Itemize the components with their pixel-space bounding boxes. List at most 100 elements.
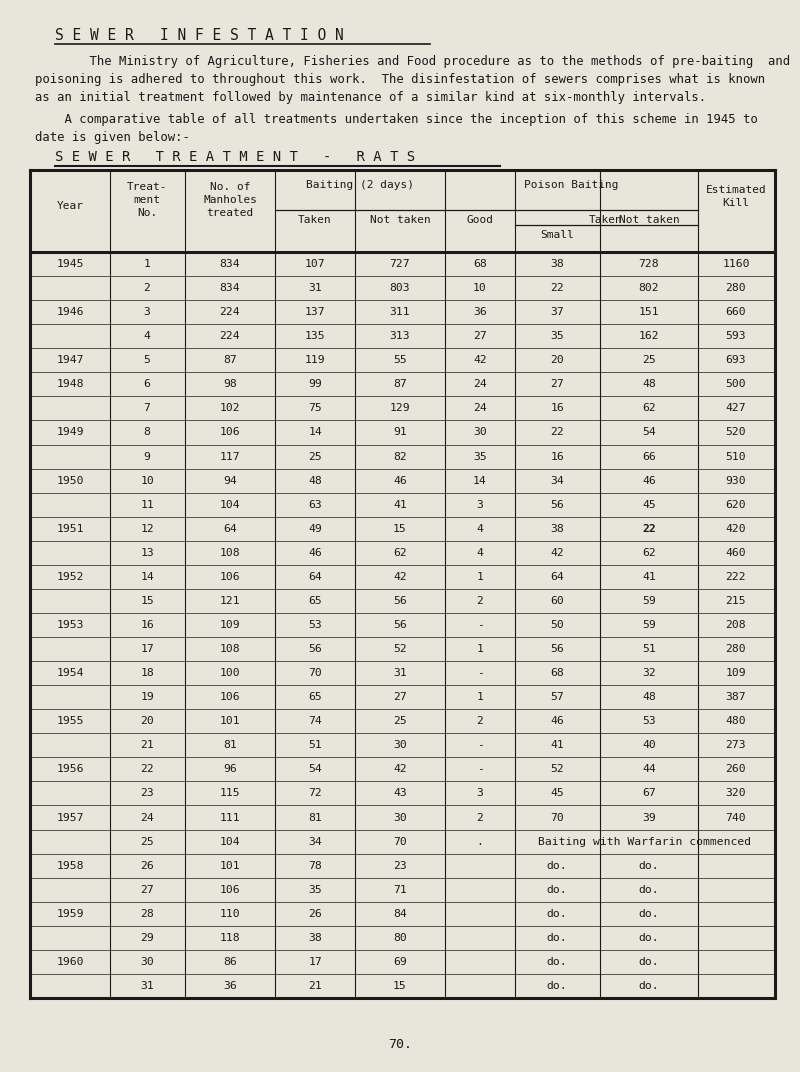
Text: 71: 71 [393, 884, 407, 895]
Text: 25: 25 [140, 836, 154, 847]
Text: 104: 104 [220, 836, 240, 847]
Text: 51: 51 [308, 741, 322, 750]
Text: 1950: 1950 [56, 476, 84, 486]
Text: Treat-: Treat- [126, 182, 167, 192]
Text: 137: 137 [305, 308, 326, 317]
Text: Estimated: Estimated [706, 185, 766, 195]
Text: 4: 4 [477, 548, 483, 557]
Text: 48: 48 [642, 693, 656, 702]
Text: 54: 54 [308, 764, 322, 774]
Text: 99: 99 [308, 379, 322, 389]
Text: 62: 62 [642, 403, 656, 414]
Text: do.: do. [638, 981, 659, 991]
Text: 78: 78 [308, 861, 322, 870]
Text: 3: 3 [477, 500, 483, 509]
Text: ment: ment [134, 195, 161, 205]
Text: 460: 460 [726, 548, 746, 557]
Text: 110: 110 [220, 909, 240, 919]
Text: 313: 313 [390, 331, 410, 341]
Text: 18: 18 [140, 668, 154, 679]
Text: 16: 16 [140, 620, 154, 630]
Text: 26: 26 [308, 909, 322, 919]
Text: 834: 834 [220, 283, 240, 293]
Text: 45: 45 [550, 788, 564, 799]
Text: Not taken: Not taken [370, 215, 430, 225]
Text: 1952: 1952 [56, 571, 84, 582]
Text: Poison Baiting: Poison Baiting [524, 180, 618, 190]
Text: Year: Year [57, 202, 83, 211]
Text: Kill: Kill [722, 198, 750, 208]
Text: 27: 27 [393, 693, 407, 702]
Text: 108: 108 [220, 644, 240, 654]
Text: 1960: 1960 [56, 957, 84, 967]
Text: 65: 65 [308, 596, 322, 606]
Text: 208: 208 [726, 620, 746, 630]
Text: 24: 24 [473, 379, 487, 389]
Text: 25: 25 [308, 451, 322, 462]
Text: 17: 17 [308, 957, 322, 967]
Text: 693: 693 [726, 355, 746, 366]
Text: 427: 427 [726, 403, 746, 414]
Text: do.: do. [546, 957, 567, 967]
Text: 14: 14 [473, 476, 487, 486]
Text: 42: 42 [393, 571, 407, 582]
Text: poisoning is adhered to throughout this work.  The disinfestation of sewers comp: poisoning is adhered to throughout this … [35, 73, 765, 86]
Text: 135: 135 [305, 331, 326, 341]
Text: 20: 20 [140, 716, 154, 726]
Text: 104: 104 [220, 500, 240, 509]
Text: 1953: 1953 [56, 620, 84, 630]
Text: 27: 27 [140, 884, 154, 895]
Text: 129: 129 [390, 403, 410, 414]
Text: 82: 82 [393, 451, 407, 462]
Text: 65: 65 [308, 693, 322, 702]
Text: 63: 63 [308, 500, 322, 509]
Text: -: - [477, 668, 483, 679]
Text: 48: 48 [642, 379, 656, 389]
Text: 28: 28 [140, 909, 154, 919]
Text: 620: 620 [726, 500, 746, 509]
Text: 22: 22 [140, 764, 154, 774]
Text: 56: 56 [550, 500, 564, 509]
Text: 2: 2 [477, 716, 483, 726]
Text: 44: 44 [642, 764, 656, 774]
Text: 40: 40 [642, 741, 656, 750]
Text: 106: 106 [220, 884, 240, 895]
Text: 21: 21 [140, 741, 154, 750]
Text: 74: 74 [308, 716, 322, 726]
Text: 121: 121 [220, 596, 240, 606]
Text: 5: 5 [143, 355, 150, 366]
Text: -: - [477, 620, 483, 630]
Text: 1: 1 [477, 644, 483, 654]
Text: 56: 56 [393, 620, 407, 630]
Text: 59: 59 [642, 596, 656, 606]
Text: 32: 32 [642, 668, 656, 679]
Text: 86: 86 [223, 957, 237, 967]
Text: 70: 70 [308, 668, 322, 679]
Text: No. of: No. of [210, 182, 250, 192]
Text: 22: 22 [642, 524, 656, 534]
Text: 38: 38 [308, 933, 322, 943]
Text: 31: 31 [393, 668, 407, 679]
Text: 1: 1 [477, 693, 483, 702]
Text: 1955: 1955 [56, 716, 84, 726]
Text: 101: 101 [220, 861, 240, 870]
Text: 91: 91 [393, 428, 407, 437]
Text: 1958: 1958 [56, 861, 84, 870]
Text: 802: 802 [638, 283, 659, 293]
Text: 26: 26 [140, 861, 154, 870]
Text: 25: 25 [642, 355, 656, 366]
Text: 23: 23 [393, 861, 407, 870]
Text: 500: 500 [726, 379, 746, 389]
Text: 69: 69 [393, 957, 407, 967]
Text: 1: 1 [143, 259, 150, 269]
Text: 102: 102 [220, 403, 240, 414]
Text: S E W E R   I N F E S T A T I O N: S E W E R I N F E S T A T I O N [55, 28, 344, 43]
Text: 3: 3 [477, 788, 483, 799]
Text: 15: 15 [393, 981, 407, 991]
Text: 56: 56 [308, 644, 322, 654]
Text: 728: 728 [638, 259, 659, 269]
Text: 6: 6 [143, 379, 150, 389]
Text: 19: 19 [140, 693, 154, 702]
Text: 510: 510 [726, 451, 746, 462]
Text: treated: treated [206, 208, 254, 218]
